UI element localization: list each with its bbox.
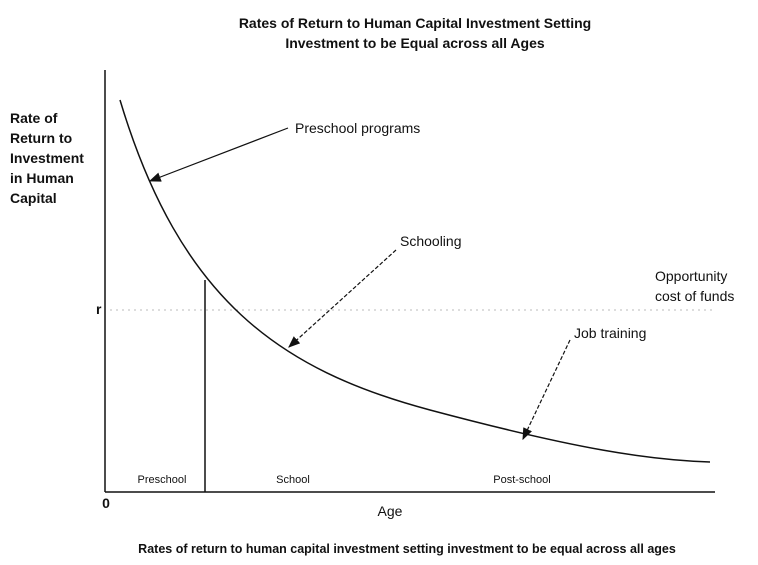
annotation: Job training xyxy=(574,325,646,341)
arrow xyxy=(288,249,397,348)
y-axis-label: Rate of Return to Investment in Human Ca… xyxy=(10,110,84,206)
annotation: Opportunity xyxy=(655,268,727,284)
title: Rates of Return to Human Capital Investm… xyxy=(239,15,591,31)
annotation: Schooling xyxy=(400,233,462,249)
label-line: Investment xyxy=(10,150,84,166)
annotation: cost of funds xyxy=(655,288,734,304)
arrow xyxy=(522,339,571,441)
region-label: School xyxy=(276,474,310,486)
caption: Rates of return to human capital investm… xyxy=(138,542,676,556)
return-curve xyxy=(119,99,711,463)
r-label: r xyxy=(96,301,102,317)
label-line: Return to xyxy=(10,130,72,146)
title: Investment to be Equal across all Ages xyxy=(285,35,545,51)
origin-label: 0 xyxy=(102,495,110,511)
label-line: Capital xyxy=(10,190,57,206)
region-label: Post-school xyxy=(493,474,550,486)
arrow xyxy=(148,127,289,182)
label-line: in Human xyxy=(10,170,74,186)
x-axis-label: Age xyxy=(378,503,403,519)
region-label: Preschool xyxy=(138,474,187,486)
label-line: Rate of xyxy=(10,110,58,126)
annotation: Preschool programs xyxy=(295,120,420,136)
